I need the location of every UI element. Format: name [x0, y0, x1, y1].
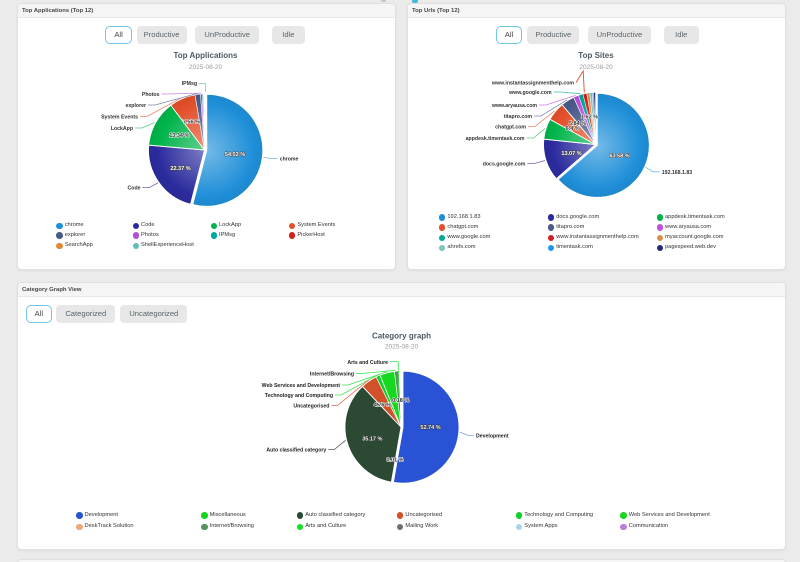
svg-text:2025-08-20: 2025-08-20: [579, 64, 613, 71]
svg-text:Category graph: Category graph: [372, 332, 431, 341]
svg-text:chatgpt.com: chatgpt.com: [495, 125, 526, 131]
svg-text:Development: Development: [476, 434, 509, 440]
svg-text:6.4 %: 6.4 %: [566, 126, 580, 132]
svg-text:System Events: System Events: [101, 115, 138, 121]
svg-text:1.62 %: 1.62 %: [581, 114, 598, 120]
svg-text:Code: Code: [128, 186, 141, 192]
svg-text:www.aryausa.com: www.aryausa.com: [491, 103, 537, 109]
svg-text:LockApp: LockApp: [111, 126, 133, 132]
svg-text:7.56 %: 7.56 %: [183, 120, 200, 126]
svg-text:4.76 %: 4.76 %: [374, 402, 391, 408]
svg-text:Web Services and Development: Web Services and Development: [262, 383, 341, 389]
svg-text:13.34 %: 13.34 %: [169, 133, 189, 139]
svg-text:Arts and Culture: Arts and Culture: [347, 360, 388, 366]
svg-text:22.37 %: 22.37 %: [170, 166, 190, 172]
svg-text:Internet/Browsing: Internet/Browsing: [310, 372, 354, 378]
svg-text:2025-08-20: 2025-08-20: [189, 64, 223, 71]
svg-text:2025-08-20: 2025-08-20: [385, 344, 419, 351]
svg-text:192.168.1.83: 192.168.1.83: [662, 170, 692, 176]
svg-text:titapro.com: titapro.com: [504, 114, 533, 120]
svg-text:www.google.com: www.google.com: [508, 90, 552, 96]
svg-text:63.58 %: 63.58 %: [609, 154, 629, 160]
svg-text:explorer: explorer: [126, 103, 146, 109]
svg-text:docs.google.com: docs.google.com: [483, 162, 526, 168]
svg-text:5.84 %: 5.84 %: [569, 121, 586, 127]
svg-text:Photos: Photos: [142, 92, 160, 98]
svg-text:0.18 %: 0.18 %: [392, 398, 409, 404]
svg-text:35.17 %: 35.17 %: [362, 437, 382, 443]
svg-text:0.01 %: 0.01 %: [386, 458, 403, 464]
svg-text:52.74 %: 52.74 %: [420, 425, 440, 431]
svg-text:appdesk.timentask.com: appdesk.timentask.com: [466, 136, 525, 142]
svg-text:Auto classified category: Auto classified category: [266, 448, 326, 454]
svg-text:13.07 %: 13.07 %: [561, 151, 581, 157]
svg-text:Uncategorised: Uncategorised: [293, 404, 329, 410]
svg-text:chrome: chrome: [280, 157, 299, 163]
svg-text:Top Sites: Top Sites: [578, 51, 614, 60]
svg-text:Top Applications: Top Applications: [174, 51, 239, 60]
svg-text:54.02 %: 54.02 %: [225, 152, 245, 158]
svg-text:www.instantassignmenthelp.com: www.instantassignmenthelp.com: [491, 81, 574, 87]
svg-text:Technology and Computing: Technology and Computing: [265, 393, 333, 399]
svg-text:IPMsg: IPMsg: [182, 81, 197, 87]
